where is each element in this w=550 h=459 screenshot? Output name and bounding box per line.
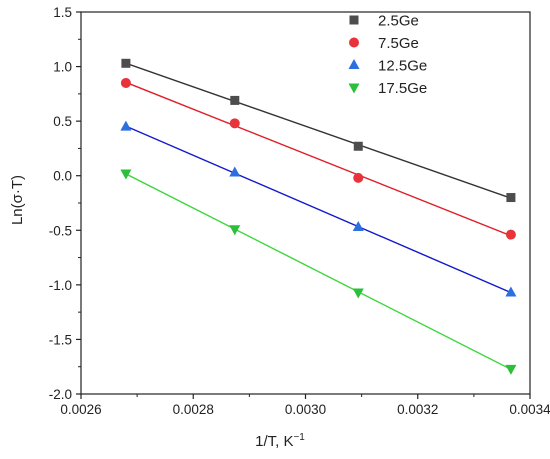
data-point-12.5Ge [505,286,517,297]
y-tick-label: -2.0 [49,387,72,402]
fit-line-7.5Ge [125,81,512,237]
data-point-7.5Ge [229,118,240,129]
x-tick-label: 0.0034 [509,402,550,417]
legend-marker-12.5Ge [348,59,360,69]
data-point-12.5Ge [229,166,241,177]
legend-marker-2.5Ge [349,15,359,25]
plot-frame [80,11,531,395]
data-point-2.5Ge [506,193,516,203]
data-point-7.5Ge [353,172,364,183]
y-axis-title: Ln(σ·T) [9,175,26,225]
y-tick-label: 1.5 [53,5,72,20]
legend-label-17.5Ge: 17.5Ge [378,80,427,97]
data-point-7.5Ge [120,77,131,88]
x-axis-title: 1/T, K−1 [255,432,305,450]
y-tick-label: -0.5 [49,223,72,238]
fit-line-17.5Ge [125,173,512,370]
data-point-2.5Ge [121,58,131,68]
data-point-12.5Ge [352,221,364,232]
legend-marker-7.5Ge [349,37,359,48]
legend-label-12.5Ge: 12.5Ge [378,58,427,75]
x-tick-label: 0.0032 [397,402,438,417]
x-tick-label: 0.0028 [173,402,214,417]
y-tick-label: -1.5 [49,332,72,347]
data-point-17.5Ge [505,364,517,375]
data-point-7.5Ge [505,229,516,240]
y-tick-label: 0.5 [53,114,72,129]
legend-marker-17.5Ge [348,83,360,94]
legend-label-7.5Ge: 7.5Ge [378,35,419,52]
fit-line-12.5Ge [125,125,512,294]
data-point-17.5Ge [120,169,132,180]
fit-line-2.5Ge [125,62,512,199]
y-tick-label: -1.0 [49,278,72,293]
y-tick-label: 0.0 [53,169,72,184]
data-point-2.5Ge [230,95,240,105]
data-point-17.5Ge [229,225,241,236]
data-point-12.5Ge [120,120,132,131]
x-tick-label: 0.0026 [60,402,101,417]
y-tick-label: 1.0 [53,60,72,75]
data-point-17.5Ge [352,288,364,299]
legend-label-2.5Ge: 2.5Ge [378,13,419,30]
x-tick-label: 0.0030 [285,402,326,417]
data-point-2.5Ge [353,141,363,151]
